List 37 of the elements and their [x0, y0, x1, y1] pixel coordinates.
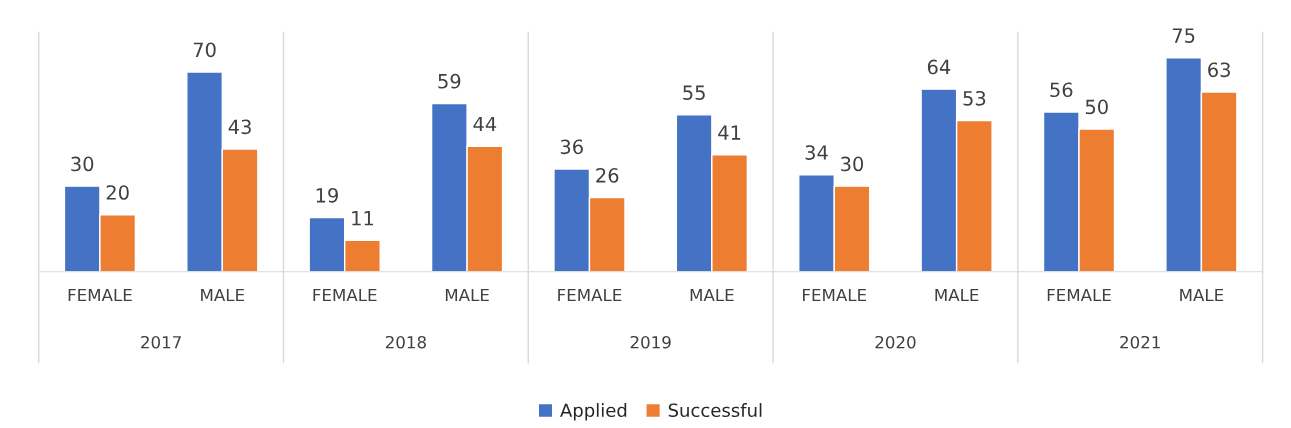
text: 2017	[141, 335, 181, 349]
data-label: 75	[1172, 28, 1195, 43]
data-label: 50	[1085, 99, 1108, 115]
data-label: 59	[438, 73, 461, 89]
data-label: 30	[71, 156, 94, 172]
data-label: 53	[963, 90, 986, 106]
data-label: 70	[193, 42, 216, 58]
text: 2021	[1120, 335, 1160, 349]
data-label: 63	[1208, 62, 1230, 78]
x-tick-label: MALE	[1180, 288, 1224, 302]
data-label: 11	[352, 211, 374, 226]
x-tick-label: MALE	[935, 288, 979, 302]
text: 2020	[875, 335, 916, 349]
data-label: 41	[718, 125, 741, 140]
data-label: 36	[560, 139, 583, 155]
x-tick-label: FEMALE	[558, 288, 622, 302]
text: 2018	[385, 335, 426, 349]
text: 2019	[630, 335, 671, 349]
legend-label: Applied	[560, 403, 627, 421]
data-label: 56	[1050, 82, 1073, 98]
data-label: 30	[841, 156, 864, 172]
x-tick-label: MALE	[690, 288, 734, 302]
x-tick-label: FEMALE	[803, 288, 867, 302]
data-label: 55	[683, 85, 705, 100]
x-tick-label: FEMALE	[68, 288, 132, 302]
legend-label: Successful	[668, 403, 762, 418]
data-label: 64	[927, 59, 951, 75]
x-tick-label: FEMALE	[313, 288, 377, 302]
data-label: 19	[316, 187, 338, 203]
data-label: 26	[596, 168, 619, 183]
data-label: 34	[805, 145, 828, 160]
data-label: 44	[473, 116, 497, 132]
data-label: 20	[106, 185, 129, 200]
data-label: 43	[228, 119, 251, 135]
x-tick-label: MALE	[445, 288, 489, 302]
x-tick-label: MALE	[201, 288, 245, 302]
x-tick-label: FEMALE	[1047, 288, 1111, 302]
